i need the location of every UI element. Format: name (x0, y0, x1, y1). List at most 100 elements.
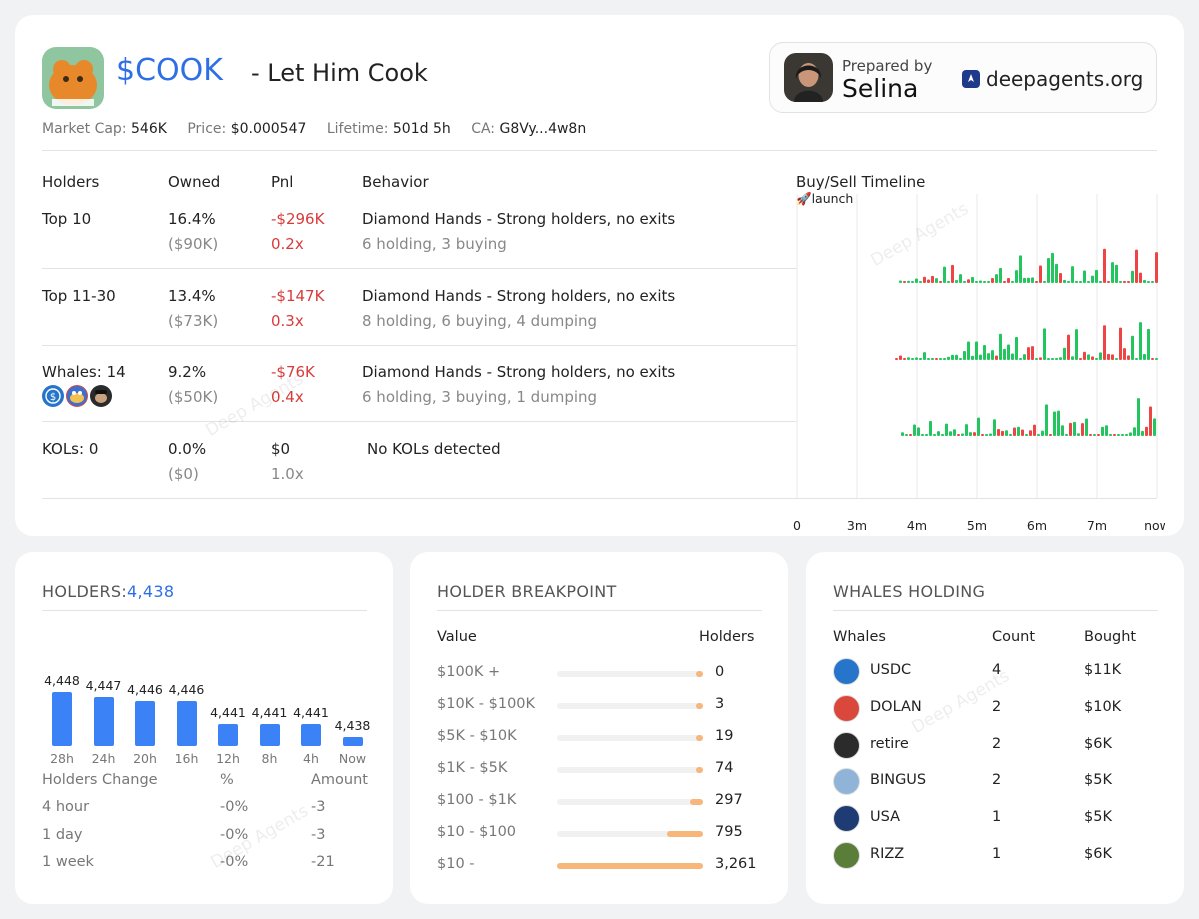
buy-bar (1131, 270, 1134, 283)
sell-bar (1007, 278, 1010, 283)
buy-bar (1027, 277, 1030, 283)
row-top11-30-detail: 8 holding, 6 buying, 4 dumping (362, 312, 598, 330)
buy-bar (1067, 281, 1070, 283)
usdc-icon: $ (42, 385, 64, 407)
author-name: Selina (842, 74, 919, 103)
whales-title: WHALES HOLDING (833, 582, 986, 601)
change-amount: -21 (311, 854, 335, 870)
buy-bar (1073, 421, 1076, 436)
buy-bar (951, 354, 954, 360)
sell-bar (1039, 265, 1042, 283)
whale-name: BINGUS (870, 772, 927, 789)
buy-bar (1071, 266, 1074, 283)
site-link[interactable]: deepagents.org (962, 67, 1143, 91)
whale-bought: $11K (1084, 662, 1122, 678)
price-value: $0.000547 (230, 121, 307, 137)
sell-bar (1059, 272, 1062, 283)
sell-bar (997, 429, 1000, 436)
buy-bar (1053, 411, 1056, 436)
whale-name: RIZZ (870, 846, 905, 862)
buy-bar (899, 280, 902, 283)
holders-bar-category: 20h (133, 751, 157, 766)
buy-bar (1051, 358, 1054, 360)
rizz-icon (833, 842, 860, 869)
market-cap-value: 546K (131, 121, 167, 137)
holders-bar-category: 12h (216, 751, 240, 766)
sell-bar (1091, 356, 1094, 360)
lifetime-label: Lifetime: (326, 121, 389, 137)
breakpoint-count: 3 (715, 696, 725, 712)
holders-bar-category: 24h (91, 751, 116, 766)
buy-bar (943, 266, 946, 283)
buy-bar (1019, 358, 1022, 360)
deepagents-logo-icon (962, 70, 980, 88)
bingus-icon (833, 768, 860, 796)
buy-bar (1083, 270, 1086, 283)
sell-bar (1111, 354, 1114, 360)
buy-bar (979, 354, 982, 360)
lifetime-value: 501d 5h (392, 121, 451, 137)
sell-bar (1029, 430, 1032, 436)
buy-bar (989, 433, 992, 436)
sell-bar (1031, 346, 1034, 360)
buy-bar (977, 417, 980, 436)
token-name: - Let Him Cook (251, 59, 428, 87)
holders-bar (342, 737, 363, 746)
row-whales-pnl-x: 0.4x (271, 388, 304, 406)
row-kols-behavior: No KOLs detected (367, 440, 501, 458)
row-top10-owned-usd: ($90K) (168, 235, 219, 253)
value-header: Value (437, 629, 477, 645)
buy-bar (1009, 434, 1012, 436)
buy-bar (1109, 434, 1112, 436)
change-amount: -3 (311, 799, 326, 815)
timeline-tick-label: now (1144, 518, 1165, 530)
sell-bar (1097, 434, 1100, 436)
buy-bar (1037, 434, 1040, 436)
buy-bar (1151, 280, 1154, 283)
holders-bar-value: 4,448 (44, 673, 80, 688)
row-kols-holders: KOLs: 0 (42, 440, 99, 458)
buy-bar (975, 281, 978, 283)
buy-bar (1063, 347, 1066, 360)
buy-bar (1105, 425, 1108, 436)
sell-bar (1001, 430, 1004, 436)
breakpoint-range: $10 - $100 (437, 824, 517, 840)
whale-bought: $6K (1084, 846, 1112, 862)
buy-bar (1047, 358, 1050, 360)
buy-bar (1015, 270, 1018, 283)
breakpoint-fill (696, 671, 703, 677)
market-cap-label: Market Cap: (42, 121, 127, 137)
sell-bar (1033, 424, 1036, 436)
sell-bar (895, 358, 898, 360)
buy-bar (1047, 258, 1050, 283)
buy-bar (965, 424, 968, 436)
buy-bar (983, 344, 986, 360)
sell-bar (899, 355, 902, 360)
divider (833, 610, 1158, 611)
buy-bar (1135, 358, 1138, 360)
pct-header: % (220, 772, 234, 788)
price-label: Price: (187, 121, 227, 137)
col-header-holders: Holders (42, 173, 100, 191)
buy-bar (1115, 358, 1118, 360)
sell-bar (1139, 272, 1142, 283)
buy-bar (915, 278, 918, 283)
holders-card: HOLDERS:4,438 4,448 28h 4,447 24h 4,446 20h 4,… (15, 552, 393, 904)
holders-bar (93, 697, 114, 746)
row-kols-owned: 0.0% (168, 440, 207, 458)
sell-bar (1113, 434, 1116, 436)
buy-bar (1079, 281, 1082, 283)
buy-bar (1077, 433, 1080, 436)
buy-bar (1015, 336, 1018, 360)
holders-total: 4,438 (127, 582, 175, 601)
buy-bar (995, 274, 998, 283)
row-divider (42, 345, 797, 346)
buy-bar (1143, 279, 1146, 283)
buy-bar (1155, 358, 1158, 360)
retire-icon (90, 385, 112, 407)
holders-bar-value: 4,446 (127, 682, 163, 697)
ca-value[interactable]: G8Vy...4w8n (499, 121, 587, 137)
buy-bar (913, 424, 916, 436)
launch-label: 🚀launch (796, 191, 854, 206)
row-whales-behavior: Diamond Hands - Strong holders, no exits (362, 363, 676, 381)
